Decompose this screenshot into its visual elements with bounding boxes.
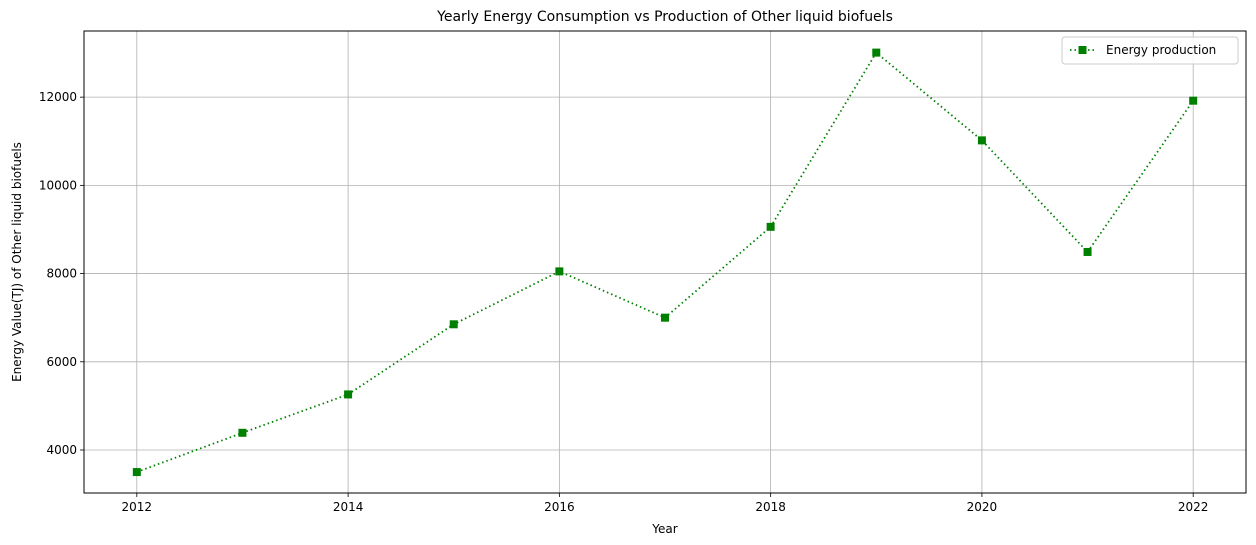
plot-frame: [83, 30, 1247, 494]
data-point: [238, 428, 247, 437]
legend-label-energy-production: Energy production: [1106, 43, 1216, 57]
legend: Energy production: [1061, 36, 1239, 65]
x-tick-label: 2020: [967, 500, 998, 514]
data-point: [977, 136, 986, 145]
legend-marker-swatch: [1078, 46, 1087, 54]
x-tick-label: 2018: [755, 500, 786, 514]
data-point: [449, 320, 458, 329]
y-tick-label: 8000: [46, 267, 77, 281]
data-point: [1083, 247, 1092, 256]
y-axis-label: Energy Value(TJ) of Other liquid biofuel…: [10, 142, 24, 382]
data-point: [872, 48, 881, 57]
x-tick-label: 2022: [1178, 500, 1209, 514]
data-point: [661, 313, 669, 322]
data-point: [344, 390, 353, 399]
data-point: [555, 267, 564, 276]
chart-title: Yearly Energy Consumption vs Production …: [436, 9, 893, 25]
series-energy-production: [132, 48, 1198, 477]
x-tick-label: 2014: [333, 500, 364, 514]
legend-box: [1061, 36, 1239, 65]
x-tick-label: 2016: [544, 500, 575, 514]
data-point: [1189, 96, 1198, 105]
y-tick-label: 12000: [39, 90, 77, 104]
data-point: [132, 468, 141, 477]
y-tick-label: 4000: [46, 443, 77, 457]
y-tick-label: 6000: [46, 355, 77, 369]
x-axis: 2012 2014 2016 2018 2020 2022: [122, 493, 1209, 514]
y-axis: 4000 6000 8000 10000 12000: [39, 90, 84, 457]
data-point: [766, 222, 775, 231]
x-tick-label: 2012: [122, 500, 153, 514]
series-line: [136, 51, 1194, 473]
y-tick-label: 10000: [39, 178, 77, 192]
x-axis-label: Year: [651, 522, 677, 536]
grid: [84, 31, 1246, 493]
